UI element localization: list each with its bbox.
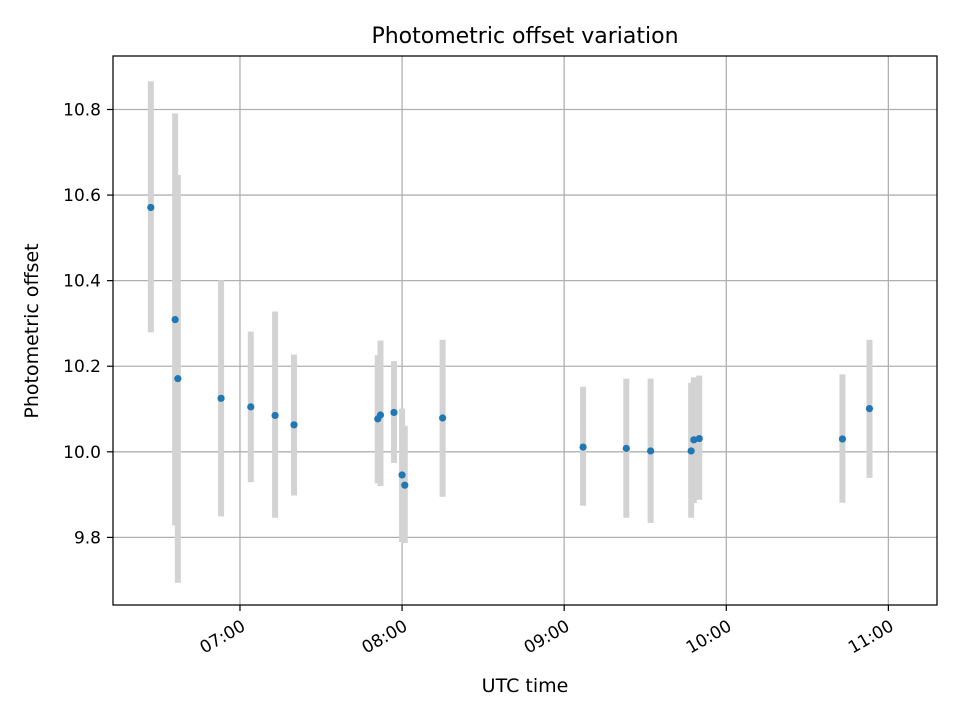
data-point xyxy=(439,414,447,422)
x-tick-label: 10:00 xyxy=(683,616,735,658)
data-point xyxy=(687,447,695,455)
data-point xyxy=(690,436,698,444)
x-tick-label: 08:00 xyxy=(359,616,411,658)
data-point xyxy=(579,443,587,451)
data-point xyxy=(398,471,406,479)
y-tick-label: 10.8 xyxy=(63,100,101,120)
y-tick-label: 9.8 xyxy=(74,528,101,548)
y-tick-label: 10.6 xyxy=(63,186,101,206)
x-tick-label: 07:00 xyxy=(197,616,249,658)
data-point xyxy=(174,375,182,383)
error-bars xyxy=(147,81,873,583)
grid xyxy=(113,56,937,605)
data-point xyxy=(390,408,398,417)
y-axis-label: Photometric offset xyxy=(21,243,43,418)
data-points xyxy=(147,203,874,489)
data-point xyxy=(647,447,655,455)
y-tick-label: 10.2 xyxy=(63,357,101,377)
plot-frame xyxy=(112,55,938,606)
data-point xyxy=(217,394,225,402)
data-point xyxy=(147,203,155,212)
data-point xyxy=(376,411,385,419)
data-point xyxy=(622,444,630,452)
data-point xyxy=(271,411,279,420)
chart-title: Photometric offset variation xyxy=(371,24,678,49)
x-axis-label: UTC time xyxy=(482,675,569,697)
data-point xyxy=(247,403,255,411)
x-tick-label: 11:00 xyxy=(845,616,897,658)
data-point xyxy=(401,481,409,489)
y-tick-label: 10.4 xyxy=(63,272,101,292)
y-tick-label: 10.0 xyxy=(63,443,101,463)
data-point xyxy=(865,404,874,413)
x-tick-label: 09:00 xyxy=(521,616,573,658)
data-point xyxy=(695,434,703,443)
data-point xyxy=(290,421,298,429)
data-point xyxy=(171,315,179,324)
data-point xyxy=(838,435,847,443)
axis-ticks: 07:00 08:00 09:00 10:00 11:00 9.8 10.0 10.2 10.4… xyxy=(63,100,897,658)
